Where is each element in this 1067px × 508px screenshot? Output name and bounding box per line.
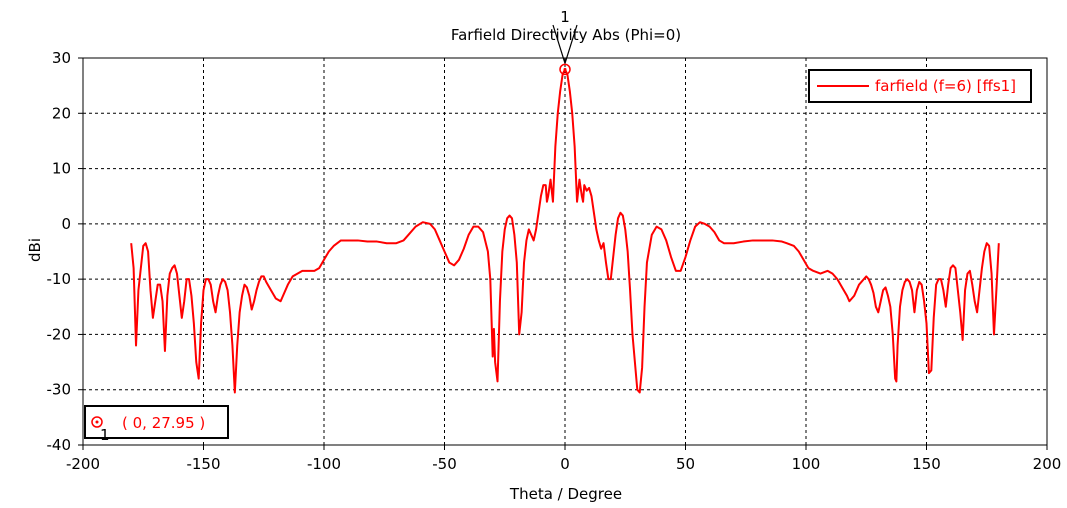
readout-value: ( 0, 27.95 ) xyxy=(122,414,205,432)
peak-marker: 1 xyxy=(552,8,578,76)
grid xyxy=(83,58,1047,445)
y-tick-label: -40 xyxy=(47,436,72,454)
x-tick-label: 200 xyxy=(1033,455,1062,473)
marker-pointer xyxy=(552,24,578,66)
x-tick-label: -200 xyxy=(66,455,100,473)
marker-readout: 1 ( 0, 27.95 ) xyxy=(84,405,229,444)
y-tick-label: 20 xyxy=(52,104,71,122)
x-tick-label: 50 xyxy=(676,455,695,473)
x-tick-label: 100 xyxy=(792,455,821,473)
legend-label: farfield (f=6) [ffs1] xyxy=(875,77,1016,95)
legend: farfield (f=6) [ffs1] xyxy=(808,69,1032,103)
y-tick-label: 30 xyxy=(52,49,71,67)
marker-id-top: 1 xyxy=(560,8,570,26)
marker-dot xyxy=(563,67,567,71)
readout-box xyxy=(84,405,229,439)
x-tick-label: -50 xyxy=(432,455,457,473)
x-tick-label: -100 xyxy=(307,455,341,473)
y-tick-label: -20 xyxy=(47,325,72,343)
y-tick-label: -30 xyxy=(47,381,72,399)
x-axis-label: Theta / Degree xyxy=(509,485,622,503)
series-layer xyxy=(130,68,1000,394)
x-tick-label: 0 xyxy=(560,455,570,473)
series-line xyxy=(130,68,1000,394)
y-axis: 30 20 10 0 -10 -20 -30 -40 xyxy=(47,49,83,454)
y-tick-label: 0 xyxy=(61,215,71,233)
readout-marker-icon xyxy=(91,416,103,428)
x-tick-label: -150 xyxy=(186,455,220,473)
y-tick-label: -10 xyxy=(47,270,72,288)
readout-marker-id: 1 xyxy=(100,426,110,444)
readout-marker-dot xyxy=(95,420,99,424)
chart-title: Farfield Directivity Abs (Phi=0) xyxy=(451,26,681,44)
y-tick-label: 10 xyxy=(52,160,71,178)
x-tick-label: 150 xyxy=(912,455,941,473)
y-axis-label: dBi xyxy=(26,238,44,262)
marker-circle xyxy=(559,63,571,76)
x-axis: -200 -150 -100 -50 0 50 100 150 200 xyxy=(66,445,1061,473)
